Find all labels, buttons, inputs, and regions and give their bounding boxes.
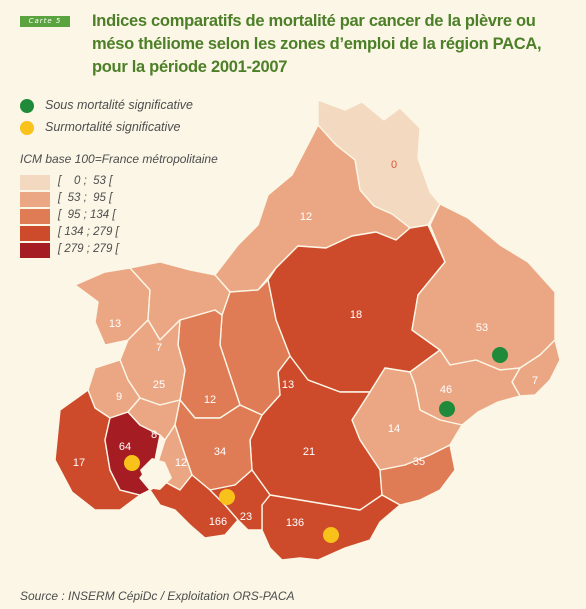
legend-range-4: [ 134 ; 279 [: [58, 226, 119, 238]
legend-swatch-3: [20, 209, 50, 224]
zone-value-label: 12: [204, 394, 216, 406]
legend-range-1: [ 0 ; 53 [: [58, 175, 113, 187]
over-mortality-marker: [124, 455, 140, 471]
zone-value-label: 17: [73, 457, 85, 469]
zone-value-label: 12: [300, 211, 312, 223]
icm-legend-title: ICM base 100=France métropolitaine: [20, 152, 218, 166]
zone-value-label: 166: [209, 516, 227, 528]
legend-range-2: [ 53 ; 95 [: [58, 192, 113, 204]
legend-range-3: [ 95 ; 134 [: [58, 209, 116, 221]
zone-value-label: 7: [156, 342, 162, 354]
under-mortality-marker: [492, 347, 508, 363]
map-number-tag: Carte 5: [20, 16, 70, 27]
over-mortality-marker-icon: [20, 121, 34, 135]
legend-range-5: [ 279 ; 279 [: [58, 243, 119, 255]
legend-swatch-1: [20, 175, 50, 190]
zone-carpentras: [129, 261, 231, 341]
zone-value-label: 64: [119, 441, 131, 453]
zone-value-label: 136: [286, 517, 304, 529]
under-mortality-marker: [439, 401, 455, 417]
zone-value-label: 12: [175, 457, 187, 469]
under-mortality-marker-icon: [20, 99, 34, 113]
over-mortality-marker: [323, 527, 339, 543]
zone-la-ciotat: [209, 469, 271, 531]
under-mortality-label: Sous mortalité significative: [45, 98, 193, 112]
zone-value-label: 53: [476, 322, 488, 334]
legend-swatch-4: [20, 226, 50, 241]
zone-value-label: 14: [388, 423, 400, 435]
etang-de-berre: [140, 458, 172, 490]
zone-value-label: 18: [350, 309, 362, 321]
zone-value-label: 21: [303, 446, 315, 458]
zone-value-label: 9: [116, 391, 122, 403]
zone-value-label: 46: [440, 384, 452, 396]
zone-value-label: 8: [151, 429, 157, 441]
over-mortality-label: Surmortalité significative: [45, 120, 181, 134]
zone-value-label: 23: [240, 511, 252, 523]
zone-value-label: 35: [413, 456, 425, 468]
zone-value-label: 25: [153, 379, 165, 391]
over-mortality-marker: [219, 489, 235, 505]
zone-nice: [411, 203, 556, 371]
zone-value-label: 34: [214, 446, 226, 458]
zone-value-label: 13: [282, 379, 294, 391]
zone-value-label: 0: [391, 159, 397, 171]
map-title: Indices comparatifs de mortalité par can…: [92, 12, 542, 76]
zone-value-label: 13: [109, 318, 121, 330]
legend-swatch-5: [20, 243, 50, 258]
source-note: Source : INSERM CépiDc / Exploitation OR…: [20, 589, 295, 603]
zone-value-label: 7: [532, 375, 538, 387]
legend-swatch-2: [20, 192, 50, 207]
